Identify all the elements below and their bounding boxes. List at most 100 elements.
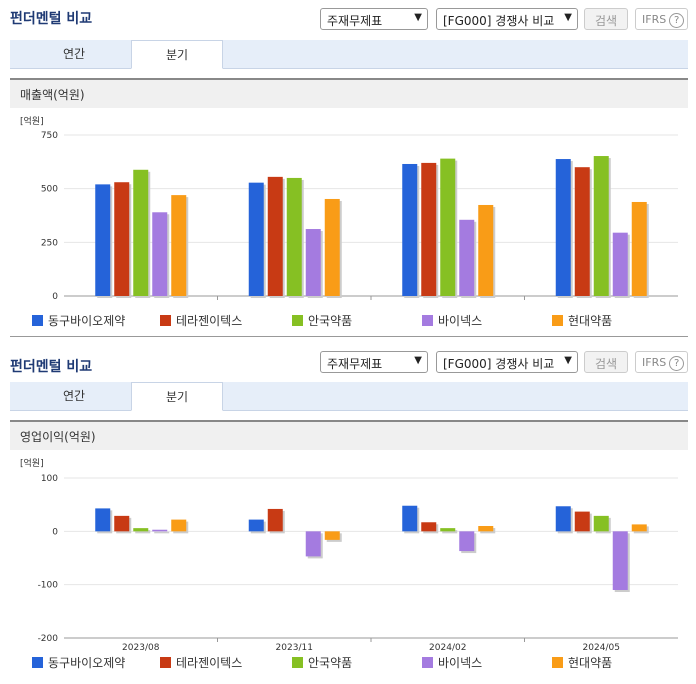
legend-item: 안국약품 bbox=[292, 654, 352, 671]
legend-item: 현대약품 bbox=[552, 312, 612, 329]
legend-item: 동구바이오제약 bbox=[32, 312, 125, 329]
bar bbox=[421, 522, 437, 532]
y-tick-label: -100 bbox=[38, 581, 59, 591]
tab-annual[interactable]: 연간 bbox=[62, 47, 86, 61]
bar-shadow bbox=[135, 530, 151, 534]
search-button[interactable]: 검색 bbox=[584, 8, 628, 30]
bar-shadow bbox=[442, 530, 458, 534]
chart-legend: 동구바이오제약 테라젠이텍스 안국약품 바이넥스 현대약품 bbox=[10, 654, 690, 672]
bar bbox=[421, 162, 437, 296]
section-title: 영업이익(억원) bbox=[20, 430, 96, 444]
tab-annual[interactable]: 연간 bbox=[62, 389, 86, 403]
bar bbox=[324, 198, 340, 296]
legend-label: 테라젠이텍스 bbox=[176, 314, 243, 328]
x-tick-label: 2023/08 bbox=[122, 643, 160, 653]
legend-item: 현대약품 bbox=[552, 654, 612, 671]
ifrs-button[interactable]: IFRS? bbox=[635, 351, 688, 373]
ifrs-button[interactable]: IFRS? bbox=[635, 8, 688, 30]
peer-group-value: [FG000] 경쟁사 비교 bbox=[443, 14, 555, 28]
legend-label: 현대약품 bbox=[568, 314, 613, 328]
period-tabs: 연간 분기 bbox=[10, 382, 688, 411]
bar bbox=[555, 506, 571, 532]
legend-label: 테라젠이텍스 bbox=[176, 656, 243, 670]
x-tick-label: 2024/05 bbox=[583, 643, 620, 653]
legend-item: 바이넥스 bbox=[422, 312, 482, 329]
legend-label: 바이넥스 bbox=[438, 314, 483, 328]
bar bbox=[440, 528, 456, 532]
legend-swatch bbox=[160, 315, 171, 326]
bar bbox=[267, 508, 283, 532]
legend-item: 동구바이오제약 bbox=[32, 654, 125, 671]
legend-swatch bbox=[160, 657, 171, 668]
bar bbox=[402, 505, 418, 532]
legend-label: 현대약품 bbox=[568, 656, 613, 670]
y-tick-label: -200 bbox=[38, 634, 59, 644]
legend-swatch bbox=[552, 315, 563, 326]
chevron-down-icon: ▼ bbox=[414, 355, 422, 366]
bar bbox=[478, 526, 494, 532]
x-tick-label: 2024/02 bbox=[429, 643, 466, 653]
chevron-down-icon: ▼ bbox=[414, 12, 422, 23]
bar bbox=[459, 531, 475, 552]
legend-label: 바이넥스 bbox=[438, 656, 483, 670]
legend-label: 안국약품 bbox=[308, 656, 353, 670]
bar bbox=[152, 212, 168, 296]
legend-label: 안국약품 bbox=[308, 314, 353, 328]
legend-swatch bbox=[32, 315, 43, 326]
legend-swatch bbox=[32, 657, 43, 668]
fundamental-panel-revenue: 펀더멘털 비교 주재무제표 ▼ [FG000] 경쟁사 비교 ▼ 검색 IFRS… bbox=[10, 8, 690, 337]
section-header: 매출액(억원) bbox=[10, 78, 688, 108]
period-tabs: 연간 분기 bbox=[10, 40, 688, 69]
legend-swatch bbox=[422, 657, 433, 668]
legend-swatch bbox=[292, 315, 303, 326]
bar bbox=[593, 156, 609, 296]
bar bbox=[305, 531, 321, 557]
bar bbox=[574, 511, 590, 532]
statement-type-select[interactable]: 주재무제표 ▼ bbox=[320, 8, 428, 30]
bar bbox=[305, 229, 321, 296]
bar bbox=[478, 204, 494, 296]
legend-swatch bbox=[422, 315, 433, 326]
bar bbox=[631, 201, 647, 296]
bar bbox=[574, 167, 590, 296]
fundamental-panel-operating-income: 펀더멘털 비교 주재무제표 ▼ [FG000] 경쟁사 비교 ▼ 검색 IFRS… bbox=[0, 342, 696, 684]
legend-item: 바이넥스 bbox=[422, 654, 482, 671]
tab-quarterly[interactable]: 분기 bbox=[131, 40, 223, 69]
bar bbox=[171, 195, 187, 296]
legend-item: 테라젠이텍스 bbox=[160, 654, 242, 671]
section-header: 영업이익(억원) bbox=[10, 420, 688, 450]
bar bbox=[612, 531, 628, 590]
y-tick-label: 250 bbox=[41, 238, 58, 248]
bar bbox=[171, 519, 187, 532]
x-tick-label: 2023/11 bbox=[276, 643, 313, 653]
bar bbox=[267, 176, 283, 296]
revenue-bar-chart: [억원]02505007502023/082023/112024/022024/… bbox=[20, 115, 678, 300]
ifrs-label: IFRS bbox=[642, 356, 667, 369]
tab-quarterly[interactable]: 분기 bbox=[131, 382, 223, 411]
operating-income-bar-chart: [억원] -200 -100 0 100 2023/08 2023/11 2024/02 202… bbox=[20, 457, 678, 653]
bar bbox=[286, 177, 302, 296]
peer-group-value: [FG000] 경쟁사 비교 bbox=[443, 357, 555, 371]
peer-group-select[interactable]: [FG000] 경쟁사 비교 ▼ bbox=[436, 351, 578, 373]
bar bbox=[133, 169, 149, 296]
y-tick-label: 100 bbox=[41, 474, 58, 484]
legend-swatch bbox=[292, 657, 303, 668]
statement-type-select[interactable]: 주재무제표 ▼ bbox=[320, 351, 428, 373]
bar bbox=[555, 159, 571, 296]
statement-type-value: 주재무제표 bbox=[327, 14, 383, 28]
peer-group-select[interactable]: [FG000] 경쟁사 비교 ▼ bbox=[436, 8, 578, 30]
bar bbox=[440, 158, 456, 296]
search-button[interactable]: 검색 bbox=[584, 351, 628, 373]
panel-title: 펀더멘털 비교 bbox=[10, 11, 93, 27]
bar bbox=[631, 524, 647, 532]
y-tick-label: 0 bbox=[52, 527, 58, 537]
bar bbox=[95, 508, 111, 532]
chevron-down-icon: ▼ bbox=[564, 12, 572, 23]
y-unit-label: [억원] bbox=[20, 457, 44, 469]
y-tick-label: 500 bbox=[41, 185, 58, 195]
bar bbox=[402, 163, 418, 296]
y-tick-label: 0 bbox=[52, 292, 58, 300]
chart-legend: 동구바이오제약 테라젠이텍스 안국약품 바이넥스 현대약품 bbox=[10, 312, 690, 330]
legend-label: 동구바이오제약 bbox=[48, 314, 126, 328]
panel-divider bbox=[10, 336, 688, 337]
